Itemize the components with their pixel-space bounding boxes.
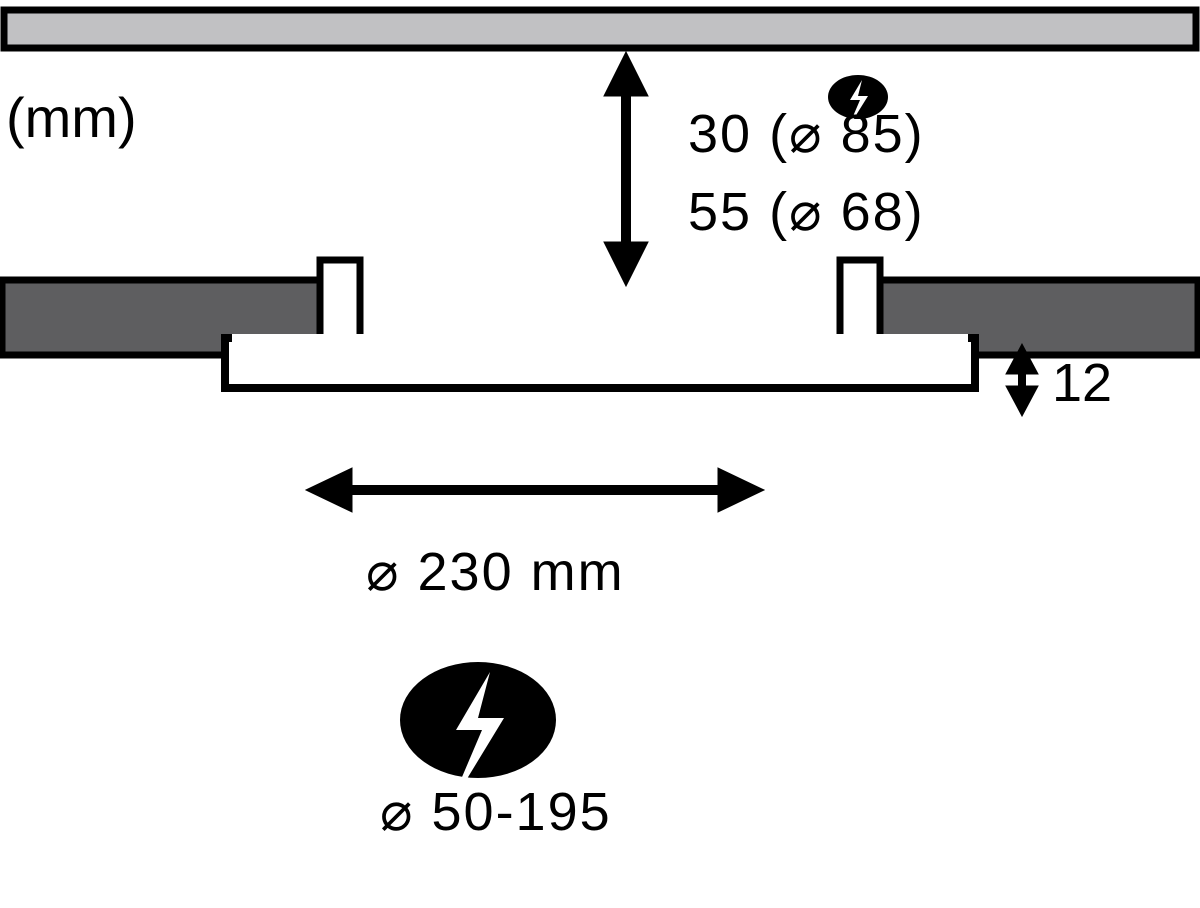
clip-right (840, 260, 880, 342)
cutout-label: ⌀ 50-195 (380, 780, 612, 843)
depth-arrow (604, 52, 648, 286)
overlap-mask (232, 334, 968, 344)
depth-line-2: 55 (⌀ 68) (688, 180, 925, 243)
dimension-diagram (0, 0, 1200, 908)
units-label: (mm) (6, 85, 137, 150)
fixture-body (225, 338, 975, 388)
depth-line-1: 30 (⌀ 85) (688, 102, 925, 165)
diameter-label: ⌀ 230 mm (366, 540, 625, 603)
diameter-arrow (306, 468, 764, 512)
clip-left (320, 260, 360, 342)
protrusion-label: 12 (1052, 352, 1112, 414)
ceiling-bar (4, 10, 1196, 48)
